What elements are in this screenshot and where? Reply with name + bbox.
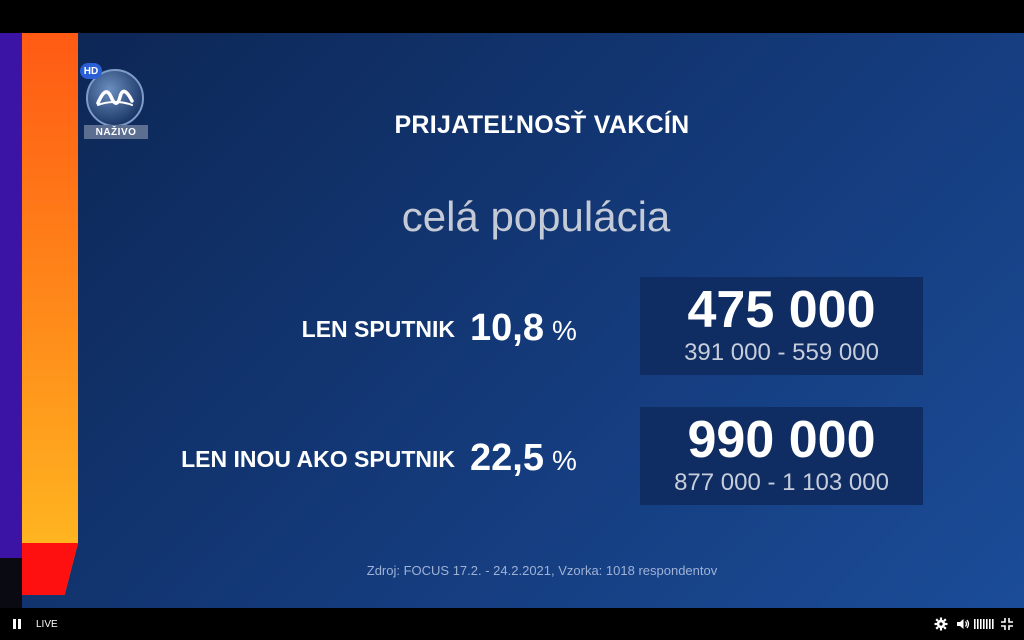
volume-icon[interactable] [956, 617, 970, 634]
estimate-box-sputnik: 475 000 391 000 - 559 000 [640, 277, 923, 375]
estimate-value: 475 000 [687, 281, 876, 339]
estimate-value: 990 000 [687, 411, 876, 469]
side-graphic-dark [0, 558, 22, 608]
estimate-range: 391 000 - 559 000 [684, 339, 879, 366]
channel-logo-icon [86, 69, 144, 127]
video-frame[interactable]: HD NAŽIVO PRIJATEĽNOSŤ VAKCÍN celá popul… [0, 33, 1024, 608]
live-badge: NAŽIVO [84, 125, 148, 139]
quality-icon[interactable] [974, 617, 994, 634]
side-graphic-purple [0, 33, 22, 558]
player-controls: LIVE [0, 608, 1024, 640]
percent-value: 10,8 [470, 307, 544, 349]
row-label-other: LEN INOU AKO SPUTNIK [181, 446, 455, 472]
side-graphic-stripe [22, 33, 78, 595]
live-label[interactable]: LIVE [36, 619, 58, 630]
pause-icon[interactable] [12, 618, 22, 633]
row-label-sputnik: LEN SPUTNIK [301, 316, 455, 342]
percent-unit: % [551, 445, 577, 476]
fullscreen-icon[interactable] [1000, 617, 1014, 634]
estimate-range: 877 000 - 1 103 000 [674, 469, 889, 496]
row-percent-other: 22,5% [470, 437, 577, 480]
hd-badge: HD [80, 63, 102, 79]
top-letterbox [0, 0, 1024, 33]
settings-icon[interactable] [934, 617, 948, 634]
percent-value: 22,5 [470, 437, 544, 479]
estimate-box-other: 990 000 877 000 - 1 103 000 [640, 407, 923, 505]
channel-logo: HD NAŽIVO [80, 63, 150, 143]
source-note: Zdroj: FOCUS 17.2. - 24.2.2021, Vzorka: … [366, 563, 718, 578]
row-percent-sputnik: 10,8% [470, 307, 577, 350]
percent-unit: % [551, 315, 577, 346]
graphic-subtitle: celá populácia [401, 193, 671, 240]
graphic-title: PRIJATEĽNOSŤ VAKCÍN [394, 111, 690, 139]
